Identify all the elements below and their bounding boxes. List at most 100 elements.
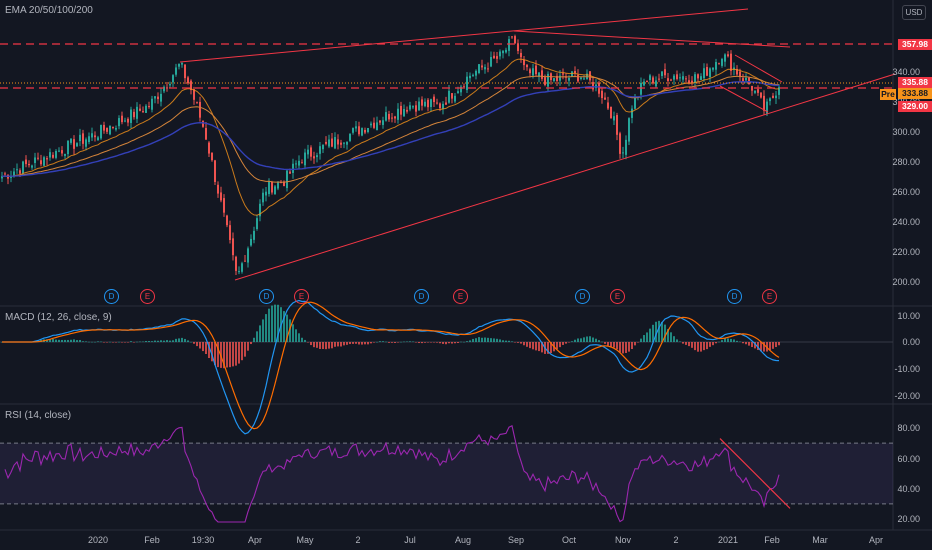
macd-histogram-bar bbox=[388, 342, 390, 343]
macd-histogram-bar bbox=[277, 304, 279, 342]
candle-body bbox=[289, 171, 291, 174]
candle-body bbox=[4, 173, 6, 175]
candle-body bbox=[148, 106, 150, 108]
macd-histogram-bar bbox=[649, 328, 651, 342]
macd-histogram-bar bbox=[658, 320, 660, 342]
candle-body bbox=[145, 105, 147, 113]
candle-body bbox=[259, 203, 261, 217]
signal-line bbox=[2, 301, 780, 430]
candle-body bbox=[85, 139, 87, 147]
macd-histogram-bar bbox=[673, 336, 675, 342]
candle-body bbox=[751, 86, 753, 91]
macd-histogram-bar bbox=[406, 341, 408, 342]
dividend-marker[interactable]: D bbox=[575, 289, 590, 304]
macd-histogram-bar bbox=[271, 305, 273, 342]
macd-histogram-bar bbox=[733, 339, 735, 342]
macd-histogram-bar bbox=[244, 342, 246, 357]
macd-histogram-bar bbox=[76, 340, 78, 342]
candle-body bbox=[448, 90, 450, 103]
candle-body bbox=[463, 86, 465, 88]
candle-body bbox=[607, 102, 609, 109]
candle-body bbox=[412, 106, 414, 108]
macd-histogram-bar bbox=[79, 339, 81, 342]
candle-body bbox=[517, 43, 519, 52]
candle-body bbox=[763, 95, 765, 111]
candle-body bbox=[76, 143, 78, 147]
macd-histogram-bar bbox=[127, 342, 129, 343]
macd-histogram-bar bbox=[304, 339, 306, 342]
candle-body bbox=[631, 108, 633, 118]
macd-histogram-bar bbox=[379, 341, 381, 342]
candle-body bbox=[142, 111, 144, 113]
candle-body bbox=[172, 75, 174, 83]
macd-histogram-bar bbox=[754, 342, 756, 349]
macd-histogram-bar bbox=[166, 340, 168, 342]
candle-body bbox=[271, 181, 273, 193]
dividend-marker[interactable]: D bbox=[414, 289, 429, 304]
candle-body bbox=[526, 64, 528, 68]
macd-tick: 0.00 bbox=[902, 337, 920, 347]
lower-trendline bbox=[234, 73, 896, 281]
macd-histogram-bar bbox=[349, 342, 351, 345]
candle-body bbox=[622, 152, 624, 154]
currency-badge[interactable]: USD bbox=[902, 5, 926, 20]
candle-body bbox=[673, 75, 675, 80]
dividend-marker[interactable]: D bbox=[104, 289, 119, 304]
macd-histogram-bar bbox=[643, 335, 645, 342]
macd-histogram-bar bbox=[457, 342, 459, 344]
earnings-marker[interactable]: E bbox=[453, 289, 468, 304]
dividend-marker[interactable]: D bbox=[259, 289, 274, 304]
macd-histogram-bar bbox=[100, 341, 102, 343]
candle-body bbox=[643, 81, 645, 86]
macd-histogram-bar bbox=[253, 337, 255, 342]
candle-body bbox=[31, 165, 33, 168]
candle-body bbox=[352, 128, 354, 133]
candle-body bbox=[229, 225, 231, 240]
rsi-tick: 60.00 bbox=[897, 454, 920, 464]
macd-histogram-bar bbox=[700, 342, 702, 352]
macd-histogram-bar bbox=[496, 338, 498, 342]
macd-histogram-bar bbox=[61, 339, 63, 342]
candle-body bbox=[169, 84, 171, 86]
macd-histogram-bar bbox=[337, 342, 339, 347]
candle-body bbox=[652, 77, 654, 84]
candle-body bbox=[79, 134, 81, 142]
candle-body bbox=[286, 170, 288, 189]
candle-body bbox=[316, 155, 318, 158]
candle-body bbox=[295, 163, 297, 165]
macd-histogram-bar bbox=[109, 341, 111, 343]
candle-body bbox=[694, 74, 696, 83]
earnings-marker[interactable]: E bbox=[140, 289, 155, 304]
candle-body bbox=[370, 123, 372, 126]
macd-histogram-bar bbox=[562, 342, 564, 345]
rsi-tick: 40.00 bbox=[897, 484, 920, 494]
macd-histogram-bar bbox=[718, 341, 720, 343]
macd-histogram-bar bbox=[565, 342, 567, 344]
candle-body bbox=[541, 70, 543, 79]
macd-histogram-bar bbox=[226, 342, 228, 368]
earnings-marker[interactable]: E bbox=[294, 289, 309, 304]
earnings-marker[interactable]: E bbox=[610, 289, 625, 304]
dividend-marker[interactable]: D bbox=[727, 289, 742, 304]
macd-histogram-bar bbox=[364, 342, 366, 345]
candle-body bbox=[664, 69, 666, 76]
candle-body bbox=[223, 198, 225, 213]
candle-body bbox=[307, 149, 309, 155]
earnings-marker[interactable]: E bbox=[762, 289, 777, 304]
macd-histogram-bar bbox=[631, 342, 633, 350]
macd-histogram-bar bbox=[589, 336, 591, 342]
candle-body bbox=[40, 160, 42, 165]
candle-body bbox=[496, 56, 498, 59]
candle-body bbox=[619, 133, 621, 154]
macd-histogram-bar bbox=[322, 342, 324, 349]
macd-histogram-bar bbox=[436, 342, 438, 343]
macd-histogram-bar bbox=[469, 340, 471, 342]
price-tick: 240.00 bbox=[892, 217, 920, 227]
candle-body bbox=[568, 77, 570, 81]
macd-histogram-bar bbox=[238, 342, 240, 364]
macd-histogram-bar bbox=[571, 341, 573, 342]
candle-body bbox=[418, 101, 420, 111]
macd-histogram-bar bbox=[310, 342, 312, 346]
macd-histogram-bar bbox=[124, 342, 126, 343]
